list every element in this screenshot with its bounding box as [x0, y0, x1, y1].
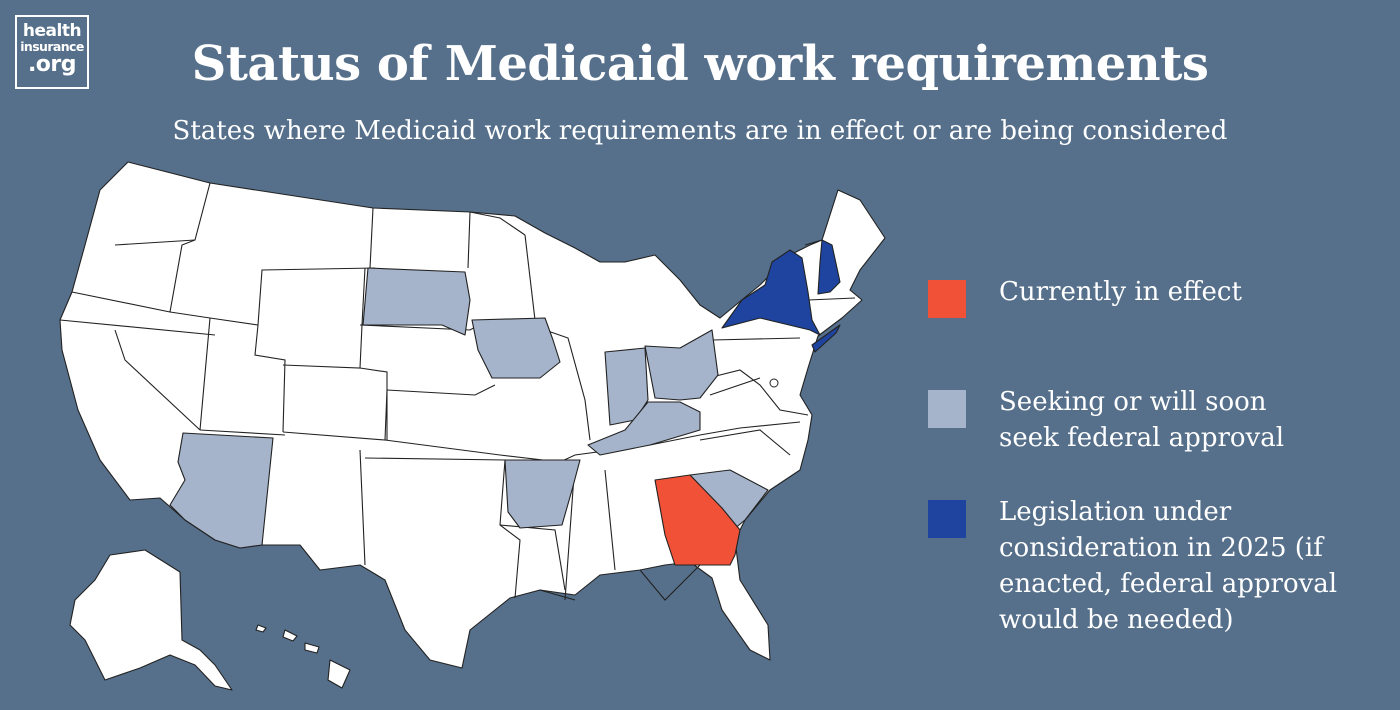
alaska-shape — [69, 549, 233, 691]
state-arizona[interactable] — [169, 432, 274, 549]
state-iowa[interactable] — [471, 317, 561, 379]
state-south-dakota[interactable] — [362, 267, 471, 336]
state-new-york-long-island[interactable] — [811, 324, 841, 353]
state-new-hampshire[interactable] — [817, 239, 841, 295]
legend-swatch-legislation — [928, 500, 966, 538]
state-kentucky[interactable] — [587, 401, 701, 456]
legend-label-seeking: Seeking or will soon seek federal approv… — [999, 387, 1285, 453]
legend-swatch-seeking — [928, 390, 966, 428]
dc-marker — [769, 378, 779, 388]
page-subtitle: States where Medicaid work requirements … — [172, 116, 1228, 146]
state-georgia[interactable] — [654, 474, 741, 566]
logo-line-org: .org — [27, 51, 77, 77]
legend-swatch-in-effect — [928, 280, 966, 318]
logo-line-health: health — [22, 21, 82, 41]
state-new-york[interactable] — [721, 249, 821, 336]
logo-line-insurance: insurance — [20, 39, 84, 54]
us-map — [59, 161, 886, 691]
legend-label-legislation: Legislation under consideration in 2025 … — [999, 497, 1338, 635]
page-title: Status of Medicaid work requirements — [191, 36, 1209, 92]
state-ohio[interactable] — [644, 329, 719, 401]
hawaii-islands — [255, 624, 351, 689]
legend-label-in-effect: Currently in effect — [999, 277, 1242, 307]
healthinsurance-logo: health insurance .org — [15, 15, 89, 89]
state-arkansas[interactable] — [504, 459, 581, 529]
